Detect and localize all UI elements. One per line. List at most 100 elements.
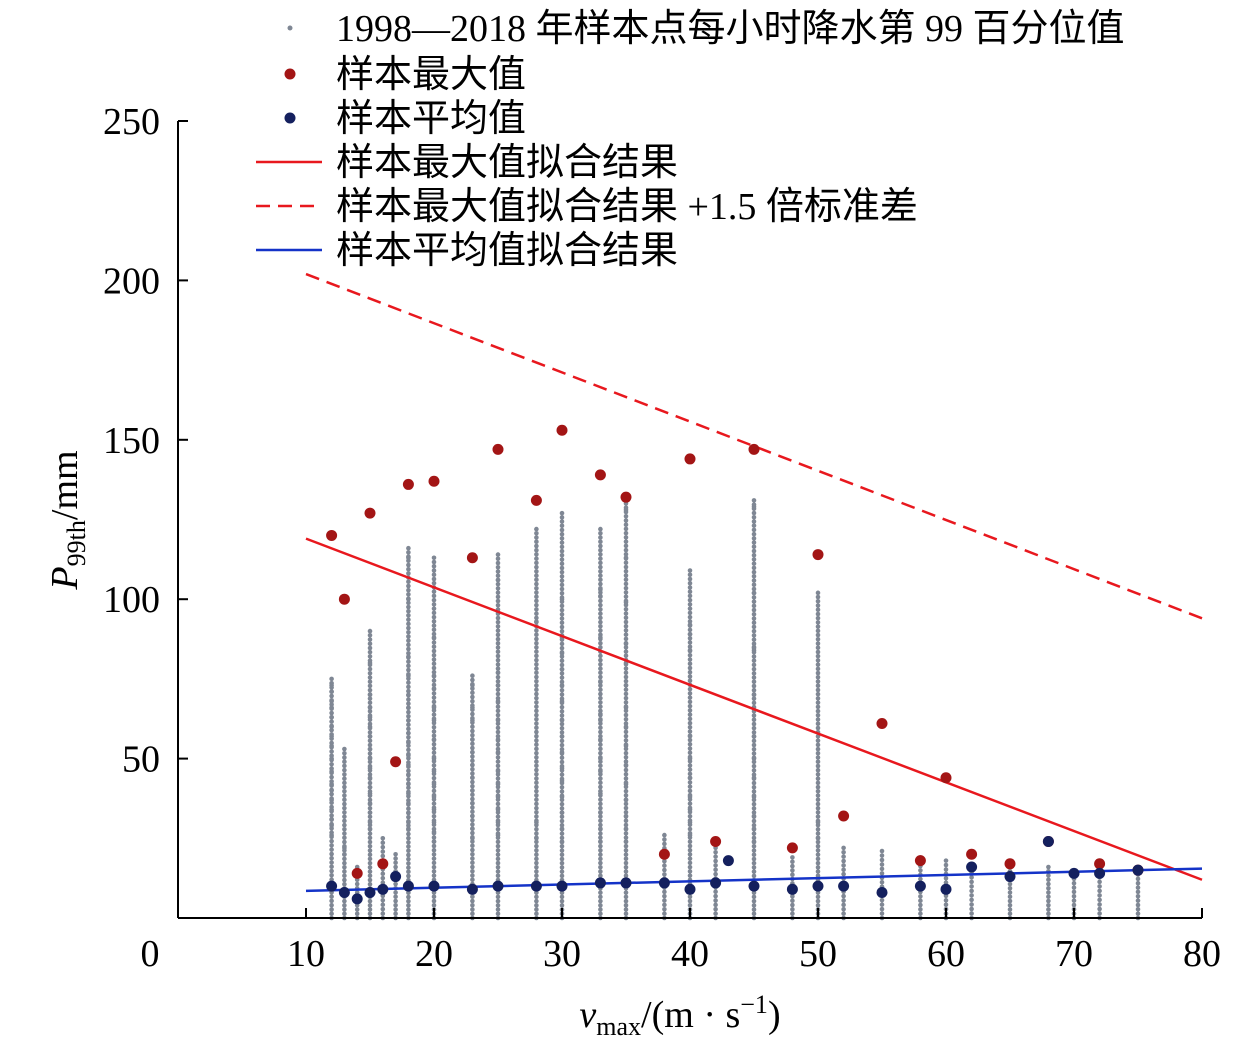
sample-point xyxy=(406,753,411,758)
sample-point xyxy=(380,902,386,908)
sample-point xyxy=(790,868,795,873)
sample-point xyxy=(751,498,757,503)
sample-point xyxy=(329,851,334,857)
sample-point xyxy=(534,691,539,697)
sample-point xyxy=(815,801,821,807)
sample-point xyxy=(751,628,757,634)
sample-point xyxy=(329,847,334,852)
sample-point xyxy=(969,875,974,880)
sample-point xyxy=(623,594,629,599)
sample-point xyxy=(431,864,437,870)
sample-point xyxy=(598,776,603,781)
sample-point xyxy=(943,875,949,881)
sample-point xyxy=(751,671,757,676)
sample-point xyxy=(559,713,565,718)
sample-point xyxy=(431,894,437,900)
sample-point xyxy=(329,724,334,730)
sample-point xyxy=(815,852,821,857)
sample-point xyxy=(495,632,501,638)
sample-point xyxy=(470,762,475,768)
sample-point xyxy=(406,566,411,572)
sample-point xyxy=(687,767,693,772)
sample-point xyxy=(751,644,757,650)
sample-point xyxy=(559,578,565,583)
sample-point xyxy=(534,784,539,790)
sample-point xyxy=(598,587,603,592)
x-tick-label: 40 xyxy=(671,933,709,975)
sample-point xyxy=(367,730,373,735)
sample-point xyxy=(329,791,334,797)
sample-point xyxy=(495,776,501,781)
sample-point xyxy=(380,840,386,846)
sample-point xyxy=(534,632,539,638)
sample-point xyxy=(406,692,411,698)
sample-point xyxy=(559,540,565,545)
sample-point xyxy=(815,628,821,634)
sample-point xyxy=(623,547,629,553)
sample-point xyxy=(623,530,629,536)
sample-point xyxy=(815,632,821,638)
sample-point xyxy=(495,679,501,684)
sample-point xyxy=(1135,911,1141,916)
sample-point xyxy=(598,835,603,840)
sample-point xyxy=(367,654,373,659)
sample-point xyxy=(342,759,347,765)
sample-point xyxy=(329,843,334,848)
plot-area xyxy=(305,272,1203,921)
sample-point xyxy=(815,704,821,710)
sample-point xyxy=(380,875,386,881)
sample-point xyxy=(623,666,629,671)
sample-point xyxy=(367,810,373,816)
sample-point xyxy=(534,788,539,794)
sample-point xyxy=(380,836,386,841)
sample-point xyxy=(406,659,411,664)
sample-point xyxy=(598,737,603,742)
sample-point xyxy=(329,756,334,761)
sample-point xyxy=(406,713,411,719)
sample-point xyxy=(431,733,437,739)
sample-point xyxy=(1046,907,1051,912)
sample-point xyxy=(534,653,539,659)
sample-point xyxy=(534,560,539,566)
sample-point xyxy=(598,721,603,726)
sample-point xyxy=(559,725,565,731)
sample-point xyxy=(534,826,539,832)
sample-point xyxy=(687,576,693,582)
sample-point xyxy=(559,890,565,895)
sample-point xyxy=(623,813,629,819)
sample-point xyxy=(367,903,373,908)
sample-point xyxy=(495,653,501,659)
sample-point xyxy=(687,763,693,768)
sample-point xyxy=(431,788,437,794)
sample-point xyxy=(495,788,501,794)
sample-point xyxy=(623,733,629,739)
sample-point xyxy=(623,600,629,605)
sample-point xyxy=(815,649,821,655)
x-tick-label: 60 xyxy=(927,933,965,975)
sample-point xyxy=(687,695,693,700)
sample-point xyxy=(342,826,347,832)
sample-point xyxy=(495,662,501,667)
sample-point xyxy=(367,898,373,904)
sample-point xyxy=(559,765,565,771)
sample-point xyxy=(534,539,539,545)
sample-point xyxy=(751,806,757,811)
sample-point xyxy=(406,625,411,631)
sample-point xyxy=(534,763,539,769)
sample-point xyxy=(623,911,629,917)
sample-point xyxy=(687,737,693,743)
sample-point xyxy=(406,852,411,858)
sample-point xyxy=(495,712,501,718)
sample-max-point xyxy=(428,475,440,487)
max-fit-plus-std-line xyxy=(305,272,1203,620)
sample-point xyxy=(918,868,923,873)
sample-point xyxy=(329,682,334,688)
sample-point xyxy=(662,893,667,899)
sample-point xyxy=(687,636,693,641)
sample-point xyxy=(1071,880,1077,886)
sample-point xyxy=(470,860,475,866)
sample-point xyxy=(495,682,501,688)
sample-point xyxy=(841,906,846,912)
sample-point xyxy=(406,673,411,679)
x-tick-label: 80 xyxy=(1183,933,1221,975)
